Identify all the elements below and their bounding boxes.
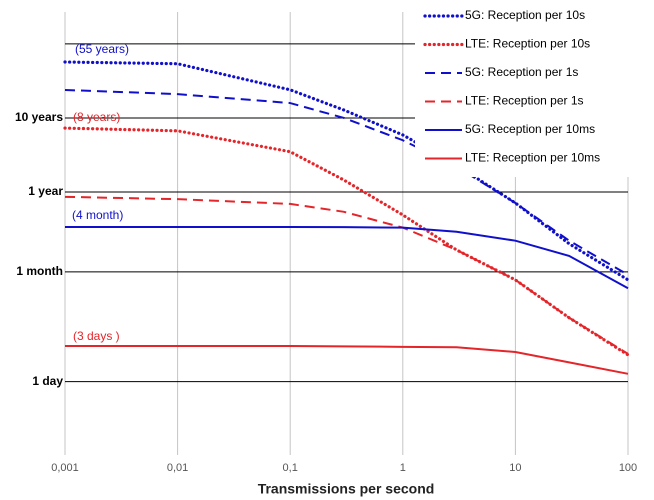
y-tick-label: 1 month [16,264,63,278]
annotation: (4 month) [72,208,123,222]
x-tick-label: 0,1 [283,462,298,474]
annotation: (8 years) [73,110,120,124]
x-tick-label: 0,01 [167,462,188,474]
legend-label: 5G: Reception per 1s [465,65,578,79]
x-tick-label: 100 [619,462,637,474]
x-tick-label: 10 [509,462,521,474]
y-tick-label: 1 year [28,184,63,198]
legend-background [415,2,654,177]
legend-label: 5G: Reception per 10ms [465,122,595,136]
series-line [64,195,629,355]
y-tick-label: 1 day [32,374,63,388]
legend-label: 5G: Reception per 10s [465,8,585,22]
x-tick-label: 1 [400,462,406,474]
annotation: (55 years) [75,42,129,56]
series-line [64,88,629,276]
legend-label: LTE: Reception per 10s [465,37,590,51]
x-axis-title: Transmissions per second [258,481,435,497]
series-line [65,345,629,375]
legend-label: LTE: Reception per 10ms [465,151,600,165]
series-line [63,60,630,282]
annotation: (3 days ) [73,329,120,343]
series-line [63,126,630,357]
x-tick-label: 0,001 [51,462,79,474]
y-tick-label: 10 years [15,110,63,124]
series-line [65,225,629,290]
legend-label: LTE: Reception per 1s [465,94,584,108]
